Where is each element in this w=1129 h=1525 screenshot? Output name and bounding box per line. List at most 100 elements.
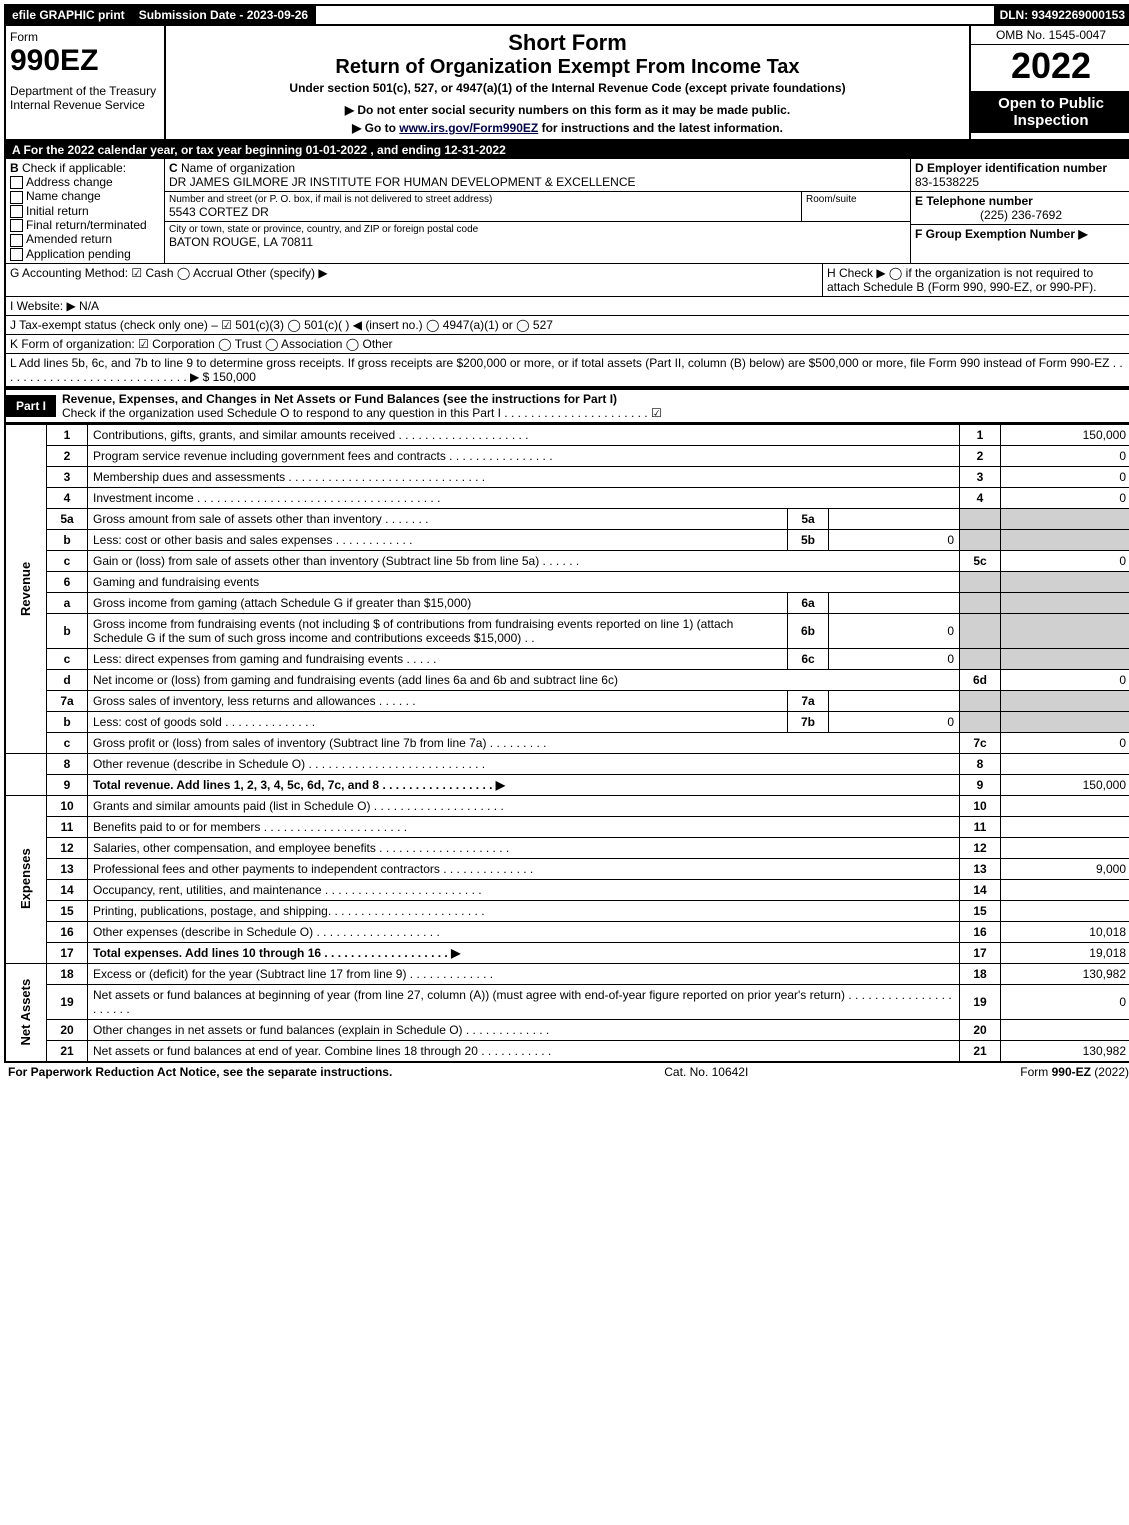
- line-2-amt: 0: [1001, 445, 1129, 466]
- open-to-public: Open to Public Inspection: [971, 91, 1129, 133]
- part-i-title: Revenue, Expenses, and Changes in Net As…: [62, 392, 1125, 406]
- line-9-amt: 150,000: [1001, 774, 1129, 795]
- line-17-desc: Total expenses. Add lines 10 through 16 …: [88, 942, 960, 963]
- catalog-number: Cat. No. 10642I: [664, 1065, 748, 1079]
- line-5c-amt: 0: [1001, 550, 1129, 571]
- line-18-amt: 130,982: [1001, 963, 1129, 984]
- ein: 83-1538225: [915, 175, 1127, 189]
- line-10-desc: Grants and similar amounts paid (list in…: [88, 795, 960, 816]
- top-bar: efile GRAPHIC print Submission Date - 20…: [4, 4, 1129, 26]
- expenses-section-label: Expenses: [5, 795, 47, 963]
- short-form-title: Short Form: [170, 30, 965, 56]
- line-21-amt: 130,982: [1001, 1040, 1129, 1062]
- line-3-desc: Membership dues and assessments . . . . …: [88, 466, 960, 487]
- line-7b-sub: 0: [829, 711, 960, 732]
- line-17-amt: 19,018: [1001, 942, 1129, 963]
- line-11-desc: Benefits paid to or for members . . . . …: [88, 816, 960, 837]
- paperwork-notice: For Paperwork Reduction Act Notice, see …: [8, 1065, 392, 1079]
- line-7a-sub: [829, 690, 960, 711]
- accounting-row: G Accounting Method: ☑ Cash ◯ Accrual Ot…: [4, 264, 1129, 297]
- line-7c-desc: Gross profit or (loss) from sales of inv…: [88, 732, 960, 753]
- line-6c-sub: 0: [829, 648, 960, 669]
- section-l-gross-receipts: L Add lines 5b, 6c, and 7b to line 9 to …: [6, 354, 1129, 386]
- section-k-form-org[interactable]: K Form of organization: ☑ Corporation ◯ …: [6, 335, 1129, 353]
- org-info-block: B Check if applicable: Address change Na…: [4, 159, 1129, 264]
- form-word: Form: [10, 30, 160, 44]
- dept-treasury: Department of the Treasury: [10, 84, 160, 98]
- section-a: A For the 2022 calendar year, or tax yea…: [4, 141, 1129, 159]
- line-14-amt: [1001, 879, 1129, 900]
- page-footer: For Paperwork Reduction Act Notice, see …: [4, 1063, 1129, 1081]
- line-6b-desc: Gross income from fundraising events (no…: [88, 613, 788, 648]
- part-i-check[interactable]: Check if the organization used Schedule …: [62, 406, 1125, 420]
- chk-initial-return[interactable]: Initial return: [10, 204, 160, 218]
- chk-application-pending[interactable]: Application pending: [10, 247, 160, 261]
- org-name: DR JAMES GILMORE JR INSTITUTE FOR HUMAN …: [169, 175, 906, 189]
- line-1-desc: Contributions, gifts, grants, and simila…: [88, 424, 960, 445]
- line-19-desc: Net assets or fund balances at beginning…: [88, 984, 960, 1019]
- line-6a-desc: Gross income from gaming (attach Schedul…: [88, 592, 788, 613]
- line-15-amt: [1001, 900, 1129, 921]
- section-d-label: D Employer identification number: [915, 161, 1127, 175]
- line-11-amt: [1001, 816, 1129, 837]
- section-c-label: C Name of organization: [169, 161, 906, 175]
- room-suite-label: Room/suite: [806, 194, 906, 205]
- form-header: Form 990EZ Department of the Treasury In…: [4, 26, 1129, 141]
- section-h[interactable]: H Check ▶ ◯ if the organization is not r…: [823, 264, 1129, 296]
- line-13-desc: Professional fees and other payments to …: [88, 858, 960, 879]
- ssn-warning: ▶ Do not enter social security numbers o…: [170, 103, 965, 117]
- main-title: Return of Organization Exempt From Incom…: [170, 56, 965, 79]
- chk-final-return[interactable]: Final return/terminated: [10, 218, 160, 232]
- line-2-desc: Program service revenue including govern…: [88, 445, 960, 466]
- line-6d-amt: 0: [1001, 669, 1129, 690]
- line-14-desc: Occupancy, rent, utilities, and maintena…: [88, 879, 960, 900]
- part-i-header: Part I Revenue, Expenses, and Changes in…: [4, 388, 1129, 424]
- tax-year: 2022: [971, 45, 1129, 87]
- section-j-tax-exempt[interactable]: J Tax-exempt status (check only one) – ☑…: [6, 316, 1129, 334]
- efile-label[interactable]: efile GRAPHIC print: [6, 6, 133, 24]
- goto-link[interactable]: ▶ Go to www.irs.gov/Form990EZ for instru…: [170, 121, 965, 135]
- form-number: 990EZ: [10, 44, 160, 78]
- line-5a-sub: [829, 508, 960, 529]
- line-8-amt: [1001, 753, 1129, 774]
- line-12-amt: [1001, 837, 1129, 858]
- line-7b-desc: Less: cost of goods sold . . . . . . . .…: [88, 711, 788, 732]
- line-6a-sub: [829, 592, 960, 613]
- section-i-website: I Website: ▶ N/A: [6, 297, 1129, 315]
- line-7a-desc: Gross sales of inventory, less returns a…: [88, 690, 788, 711]
- line-6-desc: Gaming and fundraising events: [88, 571, 960, 592]
- chk-address-change[interactable]: Address change: [10, 175, 160, 189]
- line-12-desc: Salaries, other compensation, and employ…: [88, 837, 960, 858]
- section-e-label: E Telephone number: [915, 194, 1127, 208]
- form-footer-label: Form 990-EZ (2022): [1020, 1065, 1129, 1079]
- chk-amended-return[interactable]: Amended return: [10, 232, 160, 246]
- chk-name-change[interactable]: Name change: [10, 189, 160, 203]
- line-20-desc: Other changes in net assets or fund bala…: [88, 1019, 960, 1040]
- submission-date: Submission Date - 2023-09-26: [133, 6, 316, 24]
- dln: DLN: 93492269000153: [994, 6, 1129, 24]
- part-i-label: Part I: [6, 395, 56, 417]
- revenue-section-label: Revenue: [5, 424, 47, 753]
- line-6d-desc: Net income or (loss) from gaming and fun…: [88, 669, 960, 690]
- telephone: (225) 236-7692: [915, 208, 1127, 222]
- line-16-amt: 10,018: [1001, 921, 1129, 942]
- section-b-label: B Check if applicable:: [10, 161, 160, 175]
- street-address: 5543 CORTEZ DR: [169, 205, 797, 219]
- line-4-amt: 0: [1001, 487, 1129, 508]
- line-5b-sub: 0: [829, 529, 960, 550]
- line-15-desc: Printing, publications, postage, and shi…: [88, 900, 960, 921]
- line-6b-sub: 0: [829, 613, 960, 648]
- line-21-desc: Net assets or fund balances at end of ye…: [88, 1040, 960, 1062]
- section-g[interactable]: G Accounting Method: ☑ Cash ◯ Accrual Ot…: [6, 264, 823, 296]
- line-3-amt: 0: [1001, 466, 1129, 487]
- line-9-desc: Total revenue. Add lines 1, 2, 3, 4, 5c,…: [88, 774, 960, 795]
- line-5a-desc: Gross amount from sale of assets other t…: [88, 508, 788, 529]
- omb-number: OMB No. 1545-0047: [971, 26, 1129, 45]
- line-8-desc: Other revenue (describe in Schedule O) .…: [88, 753, 960, 774]
- section-f-label: F Group Exemption Number ▶: [915, 227, 1127, 241]
- line-5c-desc: Gain or (loss) from sale of assets other…: [88, 550, 960, 571]
- city-label: City or town, state or province, country…: [169, 224, 906, 235]
- line-10-amt: [1001, 795, 1129, 816]
- irs-label: Internal Revenue Service: [10, 98, 160, 112]
- part-i-table: Revenue 1 Contributions, gifts, grants, …: [4, 424, 1129, 1063]
